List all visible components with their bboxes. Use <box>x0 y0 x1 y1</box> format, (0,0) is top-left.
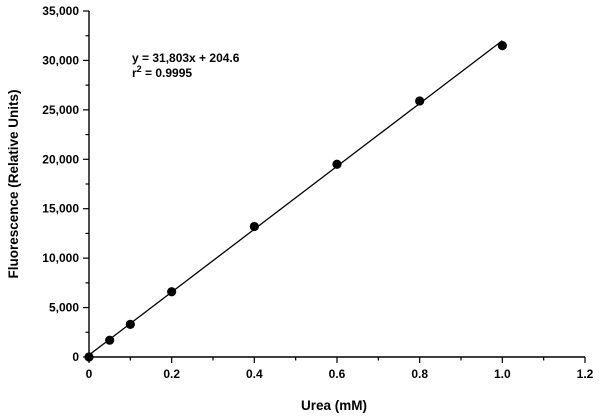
r-squared-symbol: r <box>132 66 137 80</box>
y-axis-title: Fluorescence (Relative Units) <box>6 89 21 278</box>
x-tick-label: 0 <box>86 367 93 381</box>
y-tick-label: 20,000 <box>42 152 79 166</box>
data-points <box>84 41 507 362</box>
x-tick-label: 0.6 <box>329 367 346 381</box>
x-axis-title: Urea (mM) <box>301 398 367 413</box>
y-tick-label: 25,000 <box>42 103 79 117</box>
r-squared-superscript: 2 <box>137 64 142 74</box>
x-axis-ticks: 0 0.2 0.4 0.6 0.8 1.0 1.2 <box>86 357 594 381</box>
y-tick-label: 0 <box>72 350 79 364</box>
data-point <box>84 352 94 362</box>
x-tick-label: 1.0 <box>494 367 511 381</box>
regression-equation: y = 31,803x + 204.6 <box>132 51 240 65</box>
r-squared-annotation: r2 = 0.9995 <box>132 64 192 80</box>
y-tick-label: 30,000 <box>42 53 79 67</box>
r-squared-value: = 0.9995 <box>142 66 193 80</box>
data-point <box>497 41 507 51</box>
data-point <box>125 319 135 329</box>
x-tick-label: 0.4 <box>246 367 263 381</box>
y-tick-label: 35,000 <box>42 4 79 18</box>
x-tick-label: 0.2 <box>163 367 180 381</box>
data-point <box>105 335 115 345</box>
regression-line <box>88 40 503 356</box>
x-tick-label: 1.2 <box>577 367 594 381</box>
data-point <box>415 96 425 106</box>
x-tick-label: 0.8 <box>411 367 428 381</box>
data-point <box>249 221 259 232</box>
y-tick-label: 15,000 <box>42 202 79 216</box>
data-point <box>167 287 177 297</box>
y-axis-ticks: 0 5,000 10,000 15,000 20,000 25,000 30,000 35,0… <box>42 4 89 364</box>
y-tick-label: 10,000 <box>42 251 79 265</box>
y-tick-label: 5,000 <box>49 301 79 315</box>
data-point <box>332 159 342 169</box>
